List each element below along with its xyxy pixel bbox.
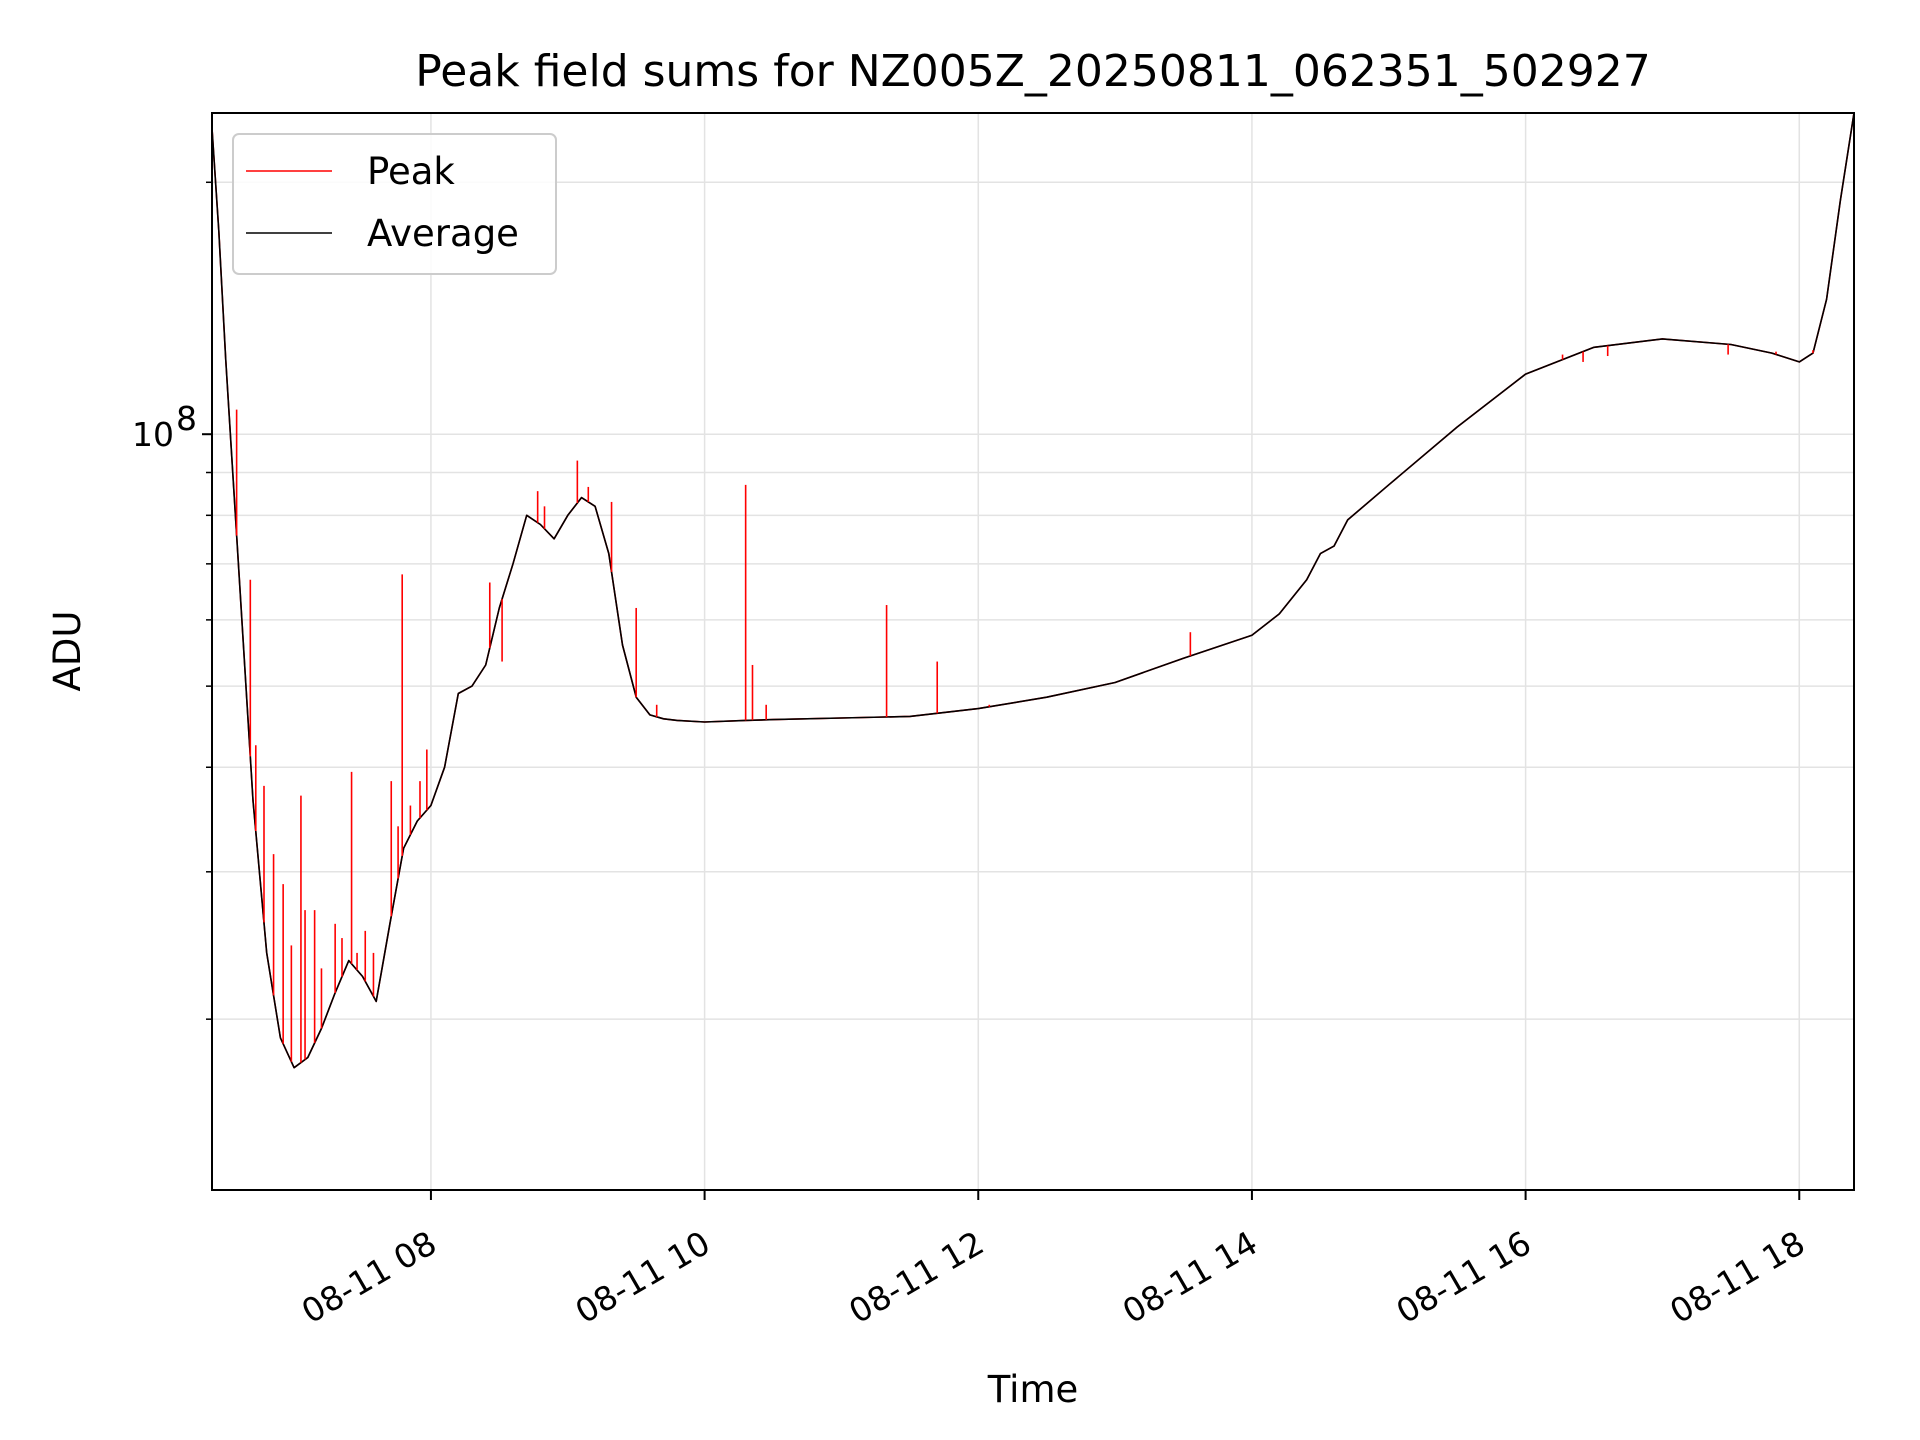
legend-label-average: Average	[367, 212, 519, 255]
y-axis-label: ADU	[46, 611, 89, 692]
series-layer	[212, 113, 1854, 1069]
x-axis-label: Time	[987, 1368, 1079, 1411]
y-tick-label-exponent: 8	[176, 399, 197, 438]
y-axis-ticks: 10 8	[132, 181, 212, 1020]
y-tick-label: 10	[132, 415, 174, 454]
legend: Peak Average	[232, 133, 557, 275]
chart-title: Peak field sums for NZ005Z_20250811_0623…	[415, 46, 1651, 97]
legend-label-peak: Peak	[367, 150, 455, 193]
legend-box	[232, 133, 557, 275]
plot-frame	[211, 112, 1855, 1191]
series-line-average	[212, 113, 1854, 1069]
gridlines	[212, 113, 1854, 1190]
